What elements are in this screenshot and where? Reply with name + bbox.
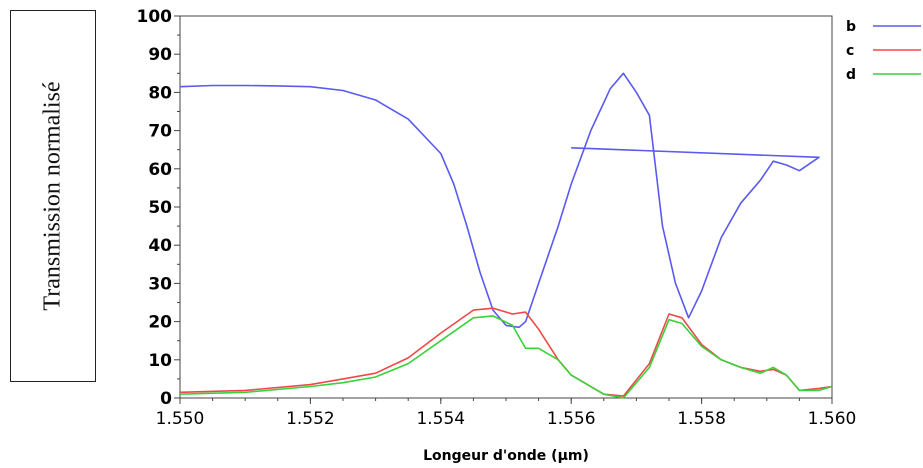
y-tick-label: 40 [148,236,172,256]
legend-label-c: c [846,43,854,59]
y-tick-label: 70 [148,122,172,142]
plot-frame [179,15,833,399]
legend-label-b: b [846,19,856,35]
legend: bcd [846,19,921,83]
x-tick-label: 1.554 [416,409,465,429]
y-tick-label: 100 [137,7,173,27]
y-tick-label: 50 [148,198,172,218]
series-line-b [179,72,820,329]
x-tick-label: 1.558 [677,409,726,429]
y-tick-label: 20 [148,313,172,333]
x-tick-label: 1.556 [547,409,596,429]
legend-label-d: d [846,67,856,83]
x-tick-label: 1.560 [808,409,857,429]
y-tick-label: 30 [148,274,172,294]
axes: 0 10 20 30 40 50 60 70 80 90 100 1.550 1.552 1.554 1.5… [137,7,857,429]
series-line-d [179,315,833,399]
x-tick-label: 1.550 [156,409,205,429]
y-tick-label: 90 [148,45,172,65]
series-lines [179,72,833,399]
y-tick-label: 60 [148,160,172,180]
y-tick-label: 0 [160,389,172,409]
x-axis-label: Longeur d'onde (µm) [423,448,589,464]
y-tick-label: 80 [148,83,172,103]
y-tick-label: 10 [148,351,172,371]
y-axis-label-box: Transmission normalisé [10,10,96,382]
x-tick-label: 1.552 [286,409,335,429]
